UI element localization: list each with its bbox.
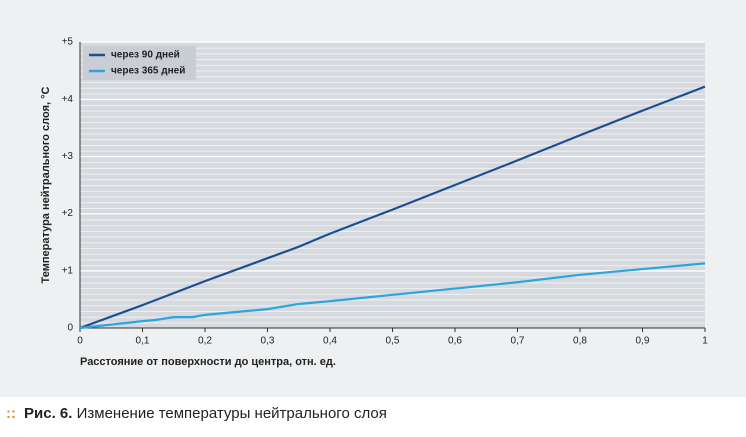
x-tick-label: 1 (702, 336, 708, 347)
x-tick-label: 0,1 (136, 336, 150, 347)
y-tick-label: +3 (62, 151, 74, 162)
chart: Температура нейтрального слоя, °С Рассто… (0, 0, 746, 397)
caption: :: Рис. 6. Изменение температуры нейтраль… (6, 405, 387, 422)
caption-text: Изменение температуры нейтрального слоя (76, 405, 387, 422)
caption-label: Рис. 6. (24, 405, 73, 422)
series-line (79, 262, 706, 330)
x-tick-label: 0,7 (511, 336, 525, 347)
y-tick-label: +1 (62, 265, 74, 276)
x-tick-label: 0,3 (261, 336, 275, 347)
x-tick-label: 0,5 (386, 336, 400, 347)
legend-label: через 90 дней (111, 50, 180, 61)
y-axis-label: Температура нейтрального слоя, °С (40, 87, 52, 284)
y-tick-label: 0 (67, 323, 73, 334)
legend-box (83, 46, 196, 80)
x-tick-label: 0,4 (323, 336, 337, 347)
y-tick-label: +5 (62, 37, 74, 48)
x-tick-label: 0 (77, 336, 83, 347)
y-tick-label: +2 (62, 208, 74, 219)
legend-label: через 365 дней (111, 66, 185, 77)
x-tick-label: 0,2 (198, 336, 212, 347)
series-line (79, 85, 706, 330)
x-axis-label: Расстояние от поверхности до центра, отн… (80, 356, 336, 368)
x-tick-label: 0,6 (448, 336, 462, 347)
x-tick-label: 0,9 (636, 336, 650, 347)
y-tick-label: +4 (62, 94, 74, 105)
x-tick-label: 0,8 (573, 336, 587, 347)
plot-area (80, 42, 705, 328)
